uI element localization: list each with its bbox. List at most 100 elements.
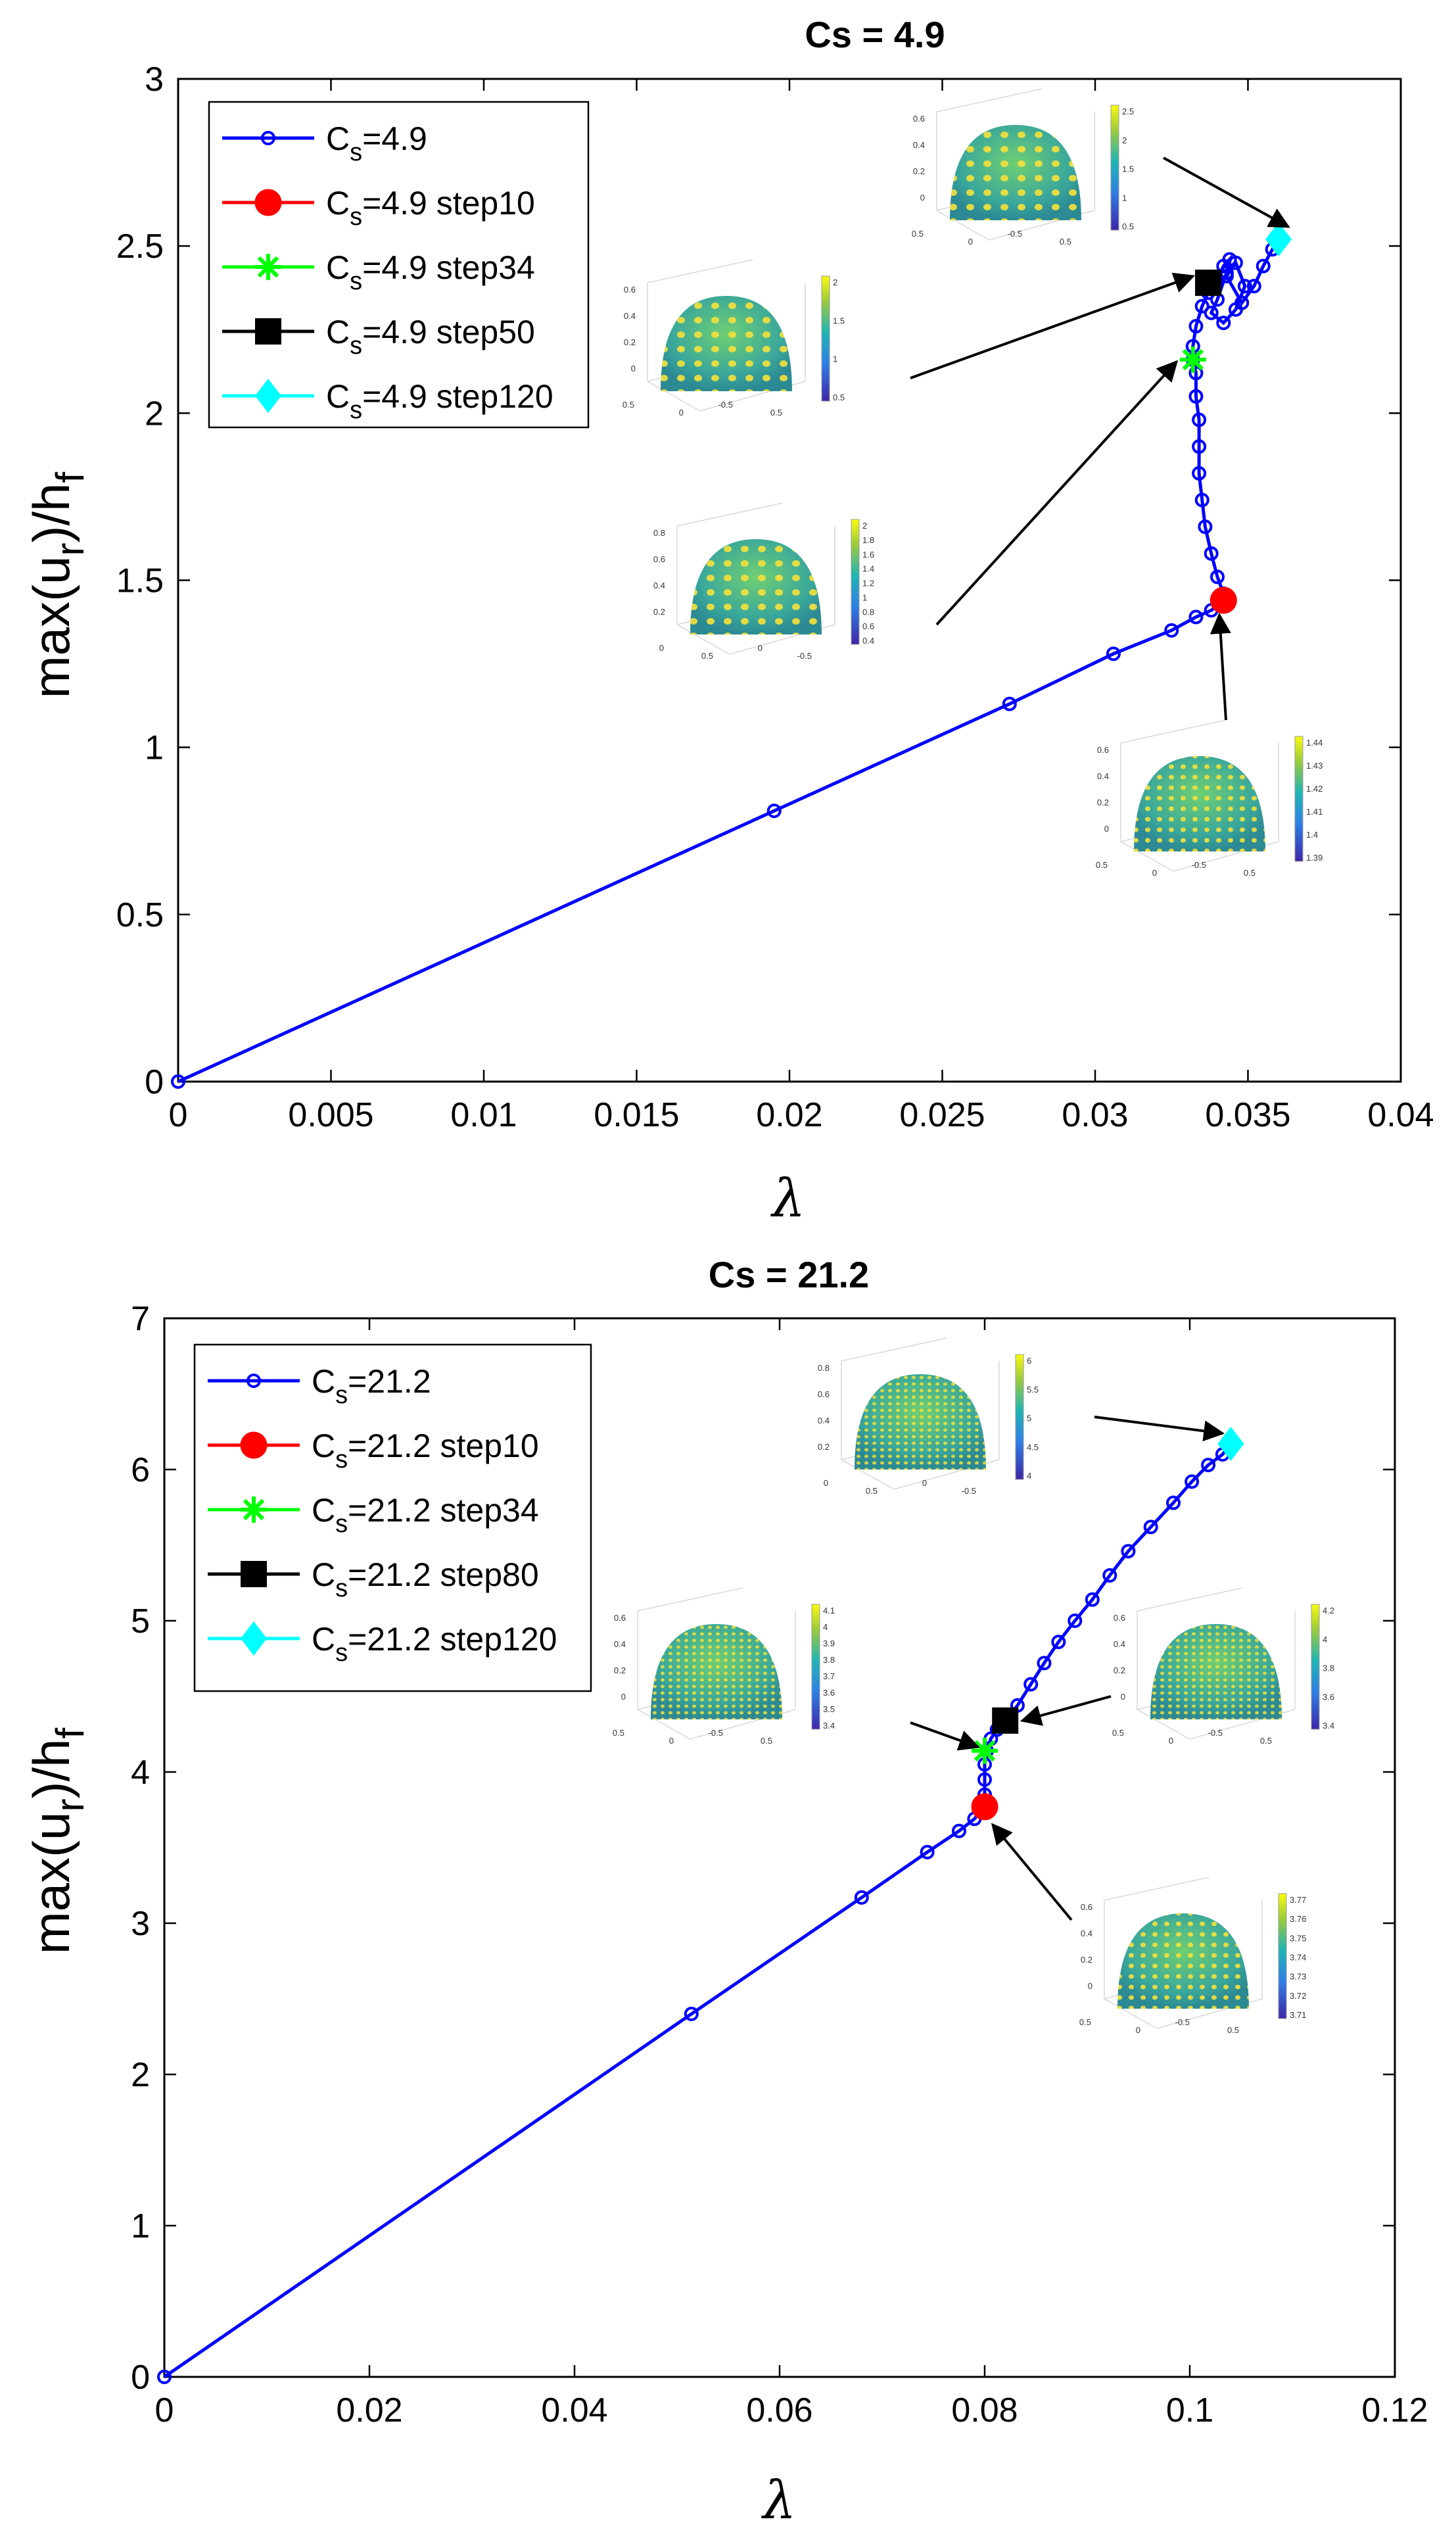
inset-colorbar [1311, 1604, 1320, 1730]
inset-tick-label: 0.5 [613, 1728, 624, 1738]
colorbar-tick-label: 3.74 [1290, 1953, 1306, 1963]
legend-label: Cs=4.9 step50 [326, 314, 535, 360]
colorbar-tick-label: 2.5 [1122, 107, 1134, 116]
inset-dome-pattern [1150, 1624, 1282, 1719]
y-tick-label: 0 [145, 1063, 164, 1101]
arrow-step34 [910, 1721, 981, 1751]
inset-tick-label: 0.6 [1081, 1902, 1092, 1912]
data-point [1210, 569, 1225, 585]
x-tick-label: 0.035 [1205, 1096, 1290, 1134]
inset-tick-label: 0 [1121, 1692, 1125, 1702]
arrow-step50 [910, 272, 1196, 379]
data-point [1201, 1458, 1216, 1473]
colorbar-tick-label: 3.73 [1290, 1972, 1306, 1982]
data-point [1192, 412, 1207, 427]
marker-step34 [972, 1737, 998, 1764]
inset-dome-pattern [855, 1374, 986, 1470]
colorbar-tick-label: 3.77 [1290, 1895, 1306, 1905]
colorbar-tick-label: 1.5 [1122, 164, 1134, 174]
data-point [1164, 623, 1179, 638]
colorbar-tick-label: 3.71 [1290, 2010, 1306, 2020]
inset-step120: 0.6 0.4 0.2 0 0.5 0 -0.5 0.5 2.5 2 1.5 1 0.5 [912, 88, 1134, 247]
data-point [1204, 305, 1219, 320]
inset-tick-label: 0.6 [614, 1613, 626, 1623]
inset-step50: 0.6 0.4 0.2 0 0.5 0 -0.5 0.5 2 1.5 1 0.5 [622, 259, 845, 418]
colorbar-tick-label: 1.44 [1306, 738, 1323, 748]
data-point [1023, 1677, 1039, 1692]
legend: Cs=21.2 Cs=21.2 step10 Cs=21.2 step34 Cs=21… [193, 1343, 592, 1692]
inset-tick-label: 0.4 [653, 581, 665, 590]
legend-marker [255, 254, 281, 280]
y-tick-label: 3 [145, 60, 164, 99]
highlight-markers [971, 1426, 1244, 1821]
data-point [1194, 299, 1209, 314]
x-tick-label: 0.01 [450, 1096, 517, 1134]
inset-colorbar [1278, 1893, 1287, 2019]
inset-dome-pattern [690, 539, 822, 634]
legend-marker [255, 318, 281, 345]
inset-tick-label: 0.6 [913, 114, 925, 124]
data-point [1237, 279, 1252, 294]
inset-tick-label: 0.5 [1079, 2017, 1091, 2027]
data-point [920, 1844, 935, 1859]
data-point [1188, 610, 1204, 625]
data-point [766, 803, 782, 819]
y-tick-label: 0.5 [116, 896, 164, 934]
colorbar-tick-label: 5.5 [1027, 1385, 1039, 1395]
colorbar-tick-label: 1 [833, 354, 837, 364]
inset-tick-label: 0 [1088, 1981, 1092, 1991]
colorbar-tick-label: 3.76 [1290, 1914, 1306, 1924]
colorbar-tick-label: 5 [1027, 1414, 1031, 1424]
inset-tick-label: 0.2 [913, 166, 925, 176]
inset-dome-pattern [661, 296, 792, 391]
y-tick-label: 2.5 [116, 227, 164, 266]
x-tick-label: 0.025 [899, 1096, 985, 1134]
data-point [1234, 295, 1250, 310]
colorbar-tick-label: 1.8 [862, 535, 874, 545]
inset-tick-label: 0.6 [1114, 1613, 1125, 1623]
legend-marker [241, 1561, 267, 1587]
inset-tick-label: 0.2 [624, 337, 636, 347]
colorbar-tick-label: 3.75 [1290, 1933, 1306, 1943]
colorbar-tick-label: 0.5 [1122, 222, 1134, 231]
inset-tick-label: 0 [659, 643, 664, 653]
inset-tick-label: 0.6 [1097, 745, 1109, 755]
legend-label: Cs=21.2 [312, 1363, 431, 1409]
inset-tick-label: -0.5 [1192, 860, 1206, 870]
data-point [1246, 279, 1261, 294]
inset-tick-label: 0.2 [818, 1442, 830, 1452]
colorbar-tick-label: 2 [862, 521, 867, 531]
inset-tick-label: 0.5 [770, 408, 782, 418]
data-point [1192, 466, 1207, 481]
colorbar-tick-label: 3.6 [823, 1688, 835, 1698]
inset-tick-label: 0 [631, 364, 636, 373]
inset-tick-label: 0.4 [614, 1639, 626, 1649]
inset-step120: 0.8 0.6 0.4 0.2 0 0.5 0 -0.5 6 5.5 5 4.5 4 [818, 1337, 1039, 1496]
inset-step80: 0.6 0.4 0.2 0 0.5 0 -0.5 0.5 4.2 4 3.8 3.6 3.4 [1112, 1587, 1334, 1746]
y-tick-label: 3 [131, 1905, 150, 1943]
inset-tick-label: 0 [1104, 824, 1109, 834]
colorbar-tick-label: 0.6 [862, 621, 874, 631]
data-point [684, 2007, 699, 2021]
inset-tick-label: 0 [1152, 868, 1157, 878]
legend-marker [240, 1431, 268, 1459]
data-point [854, 1890, 869, 1905]
colorbar-tick-label: 4.2 [1323, 1606, 1334, 1615]
legend-label: Cs=21.2 step120 [312, 1621, 557, 1667]
inset-tick-label: -0.5 [797, 651, 812, 661]
x-tick-label: 0.06 [746, 2391, 812, 2429]
colorbar-tick-label: 0.5 [833, 393, 845, 402]
y-tick-label: 2 [131, 2056, 150, 2094]
x-tick-label: 0.04 [541, 2391, 607, 2429]
colorbar-tick-label: 3.6 [1323, 1692, 1334, 1702]
legend-label: Cs=4.9 [326, 120, 427, 166]
highlight-markers [1179, 222, 1292, 614]
data-point [1256, 258, 1271, 274]
inset-tick-label: 0.2 [1114, 1665, 1125, 1675]
y-tick-label: 5 [131, 1602, 150, 1640]
y-tick-label: 7 [131, 1300, 150, 1338]
x-tick-label: 0.02 [756, 1096, 822, 1134]
inset-tick-label: 0.6 [624, 285, 636, 295]
inset-dome-pattern [950, 125, 1081, 220]
